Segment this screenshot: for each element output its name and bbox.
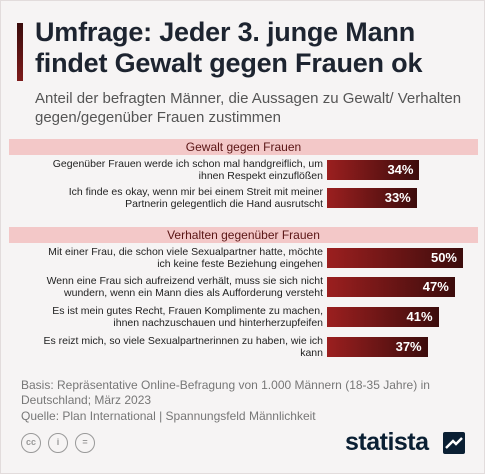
- equals-icon[interactable]: =: [75, 433, 95, 453]
- statista-mark-icon: [443, 432, 465, 454]
- bar-label: Es reizt mich, so viele Sexualpartnerinn…: [43, 335, 323, 359]
- bar-value-label: 34%: [387, 162, 414, 177]
- bar: [327, 160, 420, 180]
- bar: [327, 307, 439, 327]
- bar: [327, 248, 463, 268]
- source-note: Quelle: Plan International | Spannungsfe…: [21, 409, 316, 423]
- section-header: Gewalt gegen Frauen: [9, 139, 478, 155]
- bar-label: Ich finde es okay, wenn mir bei einem St…: [68, 186, 323, 210]
- bar-value-label: 33%: [384, 190, 411, 205]
- bar-value-label: 50%: [430, 250, 457, 265]
- bar: [327, 188, 417, 208]
- bar-label: Wenn eine Frau sich aufreizend verhält, …: [46, 275, 323, 299]
- bar-label: Mit einer Frau, die schon viele Sexualpa…: [48, 246, 323, 270]
- section-header: Verhalten gegenüber Frauen: [9, 227, 478, 243]
- bar-value-label: 41%: [406, 309, 433, 324]
- person-icon[interactable]: i: [48, 433, 68, 453]
- bar-label: Es ist mein gutes Recht, Frauen Komplime…: [52, 305, 323, 329]
- statista-logo-text: statista: [345, 428, 429, 456]
- chart-subtitle: Anteil der befragten Männer, die Aussage…: [35, 90, 462, 126]
- cc-icon[interactable]: cc: [21, 433, 41, 453]
- bar-value-label: 37%: [395, 339, 422, 354]
- statista-logo[interactable]: statista: [345, 427, 475, 457]
- bar-label: Gegenüber Frauen werde ich schon mal han…: [52, 158, 323, 182]
- bar: [327, 337, 428, 357]
- survey-basis-note: Basis: Repräsentative Online-Befragung v…: [21, 378, 430, 407]
- title-accent-bar: [17, 23, 23, 81]
- chart-title: Umfrage: Jeder 3. junge Mann findet Gewa…: [35, 17, 423, 78]
- bar: [327, 277, 455, 297]
- bar-value-label: 47%: [422, 279, 449, 294]
